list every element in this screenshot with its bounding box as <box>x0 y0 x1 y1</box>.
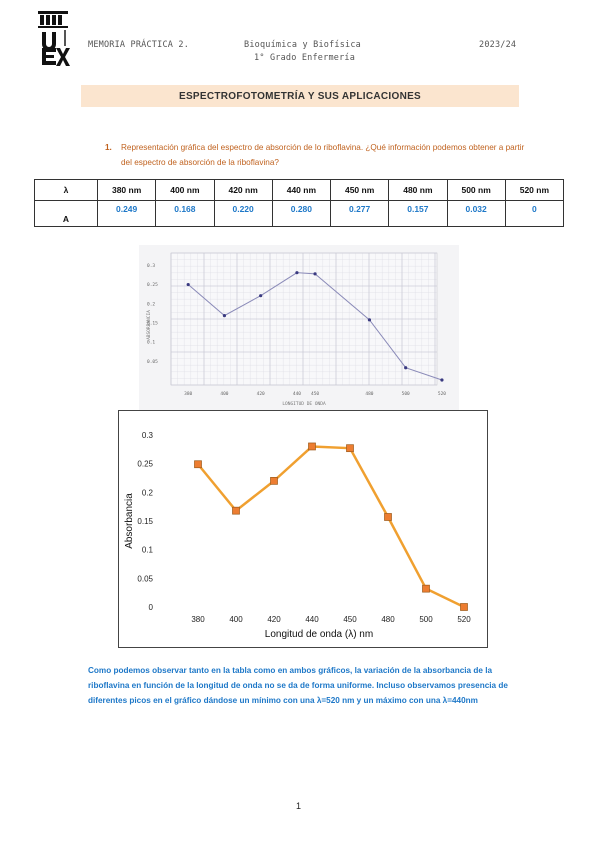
x-tick-label: 500 <box>419 615 433 624</box>
x-axis-title: Longitud de onda (λ) nm <box>265 629 373 640</box>
table-cell: 0.032 <box>446 200 506 227</box>
y-tick-label: 0.2 <box>142 488 154 497</box>
table-header-lambda: λ <box>34 179 98 201</box>
question-block: 1. Representación gráfica del espectro d… <box>105 140 525 170</box>
y-axis-title: Absorbancia <box>124 493 135 549</box>
header-year: 2023/24 <box>479 40 517 50</box>
page-number: 1 <box>296 801 302 811</box>
table-cell: 380 nm <box>96 179 157 201</box>
absorbance-chart-svg: 0 0.05 0.1 0.15 0.2 0.25 0.3 380 400 420 440 450 480… <box>124 431 471 640</box>
table-cell: 500 nm <box>446 179 506 201</box>
question-text: Representación gráfica del espectro de a… <box>121 143 525 167</box>
table-header-absorbance: A <box>34 200 98 227</box>
y-tick-label: 0.3 <box>142 431 154 440</box>
handdrawn-y-tick: 0.05 <box>147 359 158 365</box>
table-cell: 440 nm <box>271 179 332 201</box>
handdrawn-x-tick: 450 <box>311 391 319 397</box>
series-line <box>197 445 465 609</box>
handdrawn-chart-photo: 380 400 420 440 450 480 500 520 0.3 0.25 0.2 0.15 0.… <box>139 245 459 410</box>
header-document-title: MEMORIA PRÁCTICA 2. <box>88 40 190 50</box>
table-cell: 0.277 <box>329 200 390 227</box>
data-point-marker <box>460 603 468 611</box>
conclusion-text: Como podemos observar tanto en la tabla … <box>88 666 508 705</box>
data-point-marker <box>232 506 240 515</box>
handdrawn-x-tick: 480 <box>365 391 373 397</box>
table-cell: 450 nm <box>329 179 390 201</box>
section-banner: ESPECTROFOTOMETRÍA Y SUS APLICACIONES <box>81 85 519 107</box>
handdrawn-data-point <box>440 378 444 382</box>
data-point-marker <box>346 444 354 453</box>
handdrawn-y-label: ABSORBANCIA <box>146 310 152 340</box>
section-title: ESPECTROFOTOMETRÍA Y SUS APLICACIONES <box>178 90 422 102</box>
data-point-marker <box>194 460 202 469</box>
handdrawn-data-point <box>186 282 190 287</box>
table-cell: 0.280 <box>271 200 332 227</box>
handdrawn-x-tick: 400 <box>220 391 228 397</box>
data-point-marker <box>308 442 316 451</box>
y-tick-label: 0.25 <box>137 460 153 469</box>
table-row-absorbance: A 0.249 0.168 0.220 0.280 0.277 0.157 0.… <box>34 200 565 227</box>
data-point-marker <box>422 584 430 593</box>
table-cell: 0.249 <box>96 200 157 227</box>
absorbance-chart: 0 0.05 0.1 0.15 0.2 0.25 0.3 380 400 420 440 450 480… <box>118 410 488 648</box>
handdrawn-chart-svg: 380 400 420 440 450 480 500 520 0.3 0.25 0.2 0.15 0.… <box>146 252 446 407</box>
handdrawn-y-tick: 0.1 <box>147 340 155 346</box>
handdrawn-data-point <box>367 318 372 322</box>
header-course: Bioquímica y Biofísica <box>244 40 361 50</box>
handdrawn-data-point <box>404 366 408 370</box>
table-cell: 0.220 <box>213 200 273 227</box>
handdrawn-data-point <box>313 272 317 276</box>
x-tick-label: 480 <box>381 615 395 624</box>
handdrawn-x-tick: 500 <box>402 391 410 397</box>
handdrawn-y-tick: 0.15 <box>147 321 158 327</box>
table-cell: 0.157 <box>388 200 448 227</box>
handdrawn-series-line <box>187 272 443 381</box>
y-tick-label: 0.1 <box>142 546 154 555</box>
absorbance-table: λ 380 nm 400 nm 420 nm 440 nm 450 nm 480… <box>34 179 565 227</box>
x-tick-label: 420 <box>267 615 281 624</box>
question-number: 1. <box>105 143 112 152</box>
handdrawn-y-tick: 0.25 <box>147 282 158 288</box>
table-row-wavelength: λ 380 nm 400 nm 420 nm 440 nm 450 nm 480… <box>34 179 565 201</box>
handdrawn-data-point <box>295 271 299 275</box>
x-tick-label: 380 <box>191 615 205 624</box>
handdrawn-x-tick: 520 <box>438 391 446 397</box>
handdrawn-data-point <box>222 314 227 318</box>
handdrawn-x-label: LONGITUD DE ONDA <box>282 401 326 407</box>
y-tick-label: 0.05 <box>137 574 153 583</box>
table-cell: 0 <box>504 200 565 227</box>
handdrawn-y-tick: 0.3 <box>147 263 155 269</box>
x-tick-label: 400 <box>229 615 243 624</box>
x-tick-label: 520 <box>457 615 471 624</box>
x-tick-label: 450 <box>343 615 357 624</box>
table-cell: 520 nm <box>504 179 565 201</box>
handdrawn-y-tick: 0.2 <box>147 301 155 307</box>
handdrawn-x-tick: 440 <box>293 391 301 397</box>
y-tick-label: 0 <box>149 603 154 612</box>
table-cell: 480 nm <box>388 179 448 201</box>
x-tick-label: 440 <box>305 615 319 624</box>
handdrawn-data-point <box>259 294 263 298</box>
table-cell: 400 nm <box>155 179 215 201</box>
data-point-marker <box>270 477 278 485</box>
header-degree: 1° Grado Enfermería <box>254 53 356 63</box>
university-logo <box>34 10 72 68</box>
y-tick-label: 0.15 <box>137 517 153 526</box>
handdrawn-x-tick: 420 <box>257 391 265 397</box>
table-cell: 0.168 <box>155 200 215 227</box>
table-cell: 420 nm <box>213 179 273 201</box>
handdrawn-x-tick: 380 <box>184 391 192 397</box>
data-point-marker <box>384 513 392 521</box>
